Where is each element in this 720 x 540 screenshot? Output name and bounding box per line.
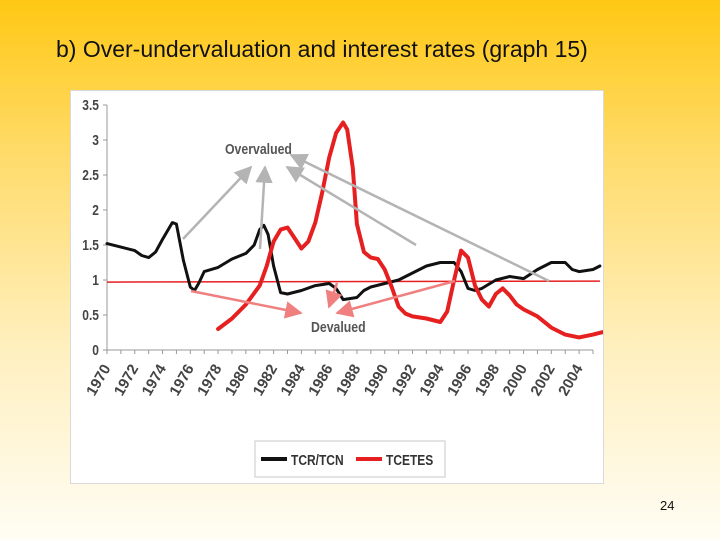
x-tick-label: 1976 xyxy=(166,362,197,399)
x-tick-label: 1974 xyxy=(139,361,171,399)
series-line-tcetes xyxy=(216,120,609,340)
chart-frame: 0 0.5 1 1.5 2 2.5 3 3.5 1970 1972 1974 1976 1978 1980… xyxy=(70,90,609,484)
devalued-arrow xyxy=(335,279,456,318)
y-tick-label: 2 xyxy=(92,202,99,219)
x-tick-label: 2002 xyxy=(527,362,558,399)
devalued-arrow xyxy=(190,289,303,319)
y-tick-label: 1 xyxy=(92,272,99,289)
overvalued-arrow xyxy=(285,165,417,247)
x-tick-label: 1990 xyxy=(361,362,392,399)
x-tick-label: 2000 xyxy=(500,362,531,399)
slide-title: b) Over-undervaluation and interest rate… xyxy=(56,36,588,62)
y-tick-label: 0.5 xyxy=(82,307,99,324)
x-tick-label: 1982 xyxy=(250,362,281,399)
y-tick-label: 3 xyxy=(92,132,99,149)
legend-label-tcetes: TCETES xyxy=(386,452,433,469)
x-tick-label: 1996 xyxy=(444,362,475,399)
page-number: 24 xyxy=(660,498,675,513)
x-tick-label: 1978 xyxy=(194,362,225,399)
y-tick-label: 2.5 xyxy=(82,167,99,184)
y-tick-label: 1.5 xyxy=(82,237,99,254)
y-tick-label: 3.5 xyxy=(82,97,99,114)
x-tick-label: 2004 xyxy=(555,361,587,399)
line-chart: 0 0.5 1 1.5 2 2.5 3 3.5 197019721974197619781980… xyxy=(82,97,609,478)
x-tick-label: 1980 xyxy=(222,362,253,399)
overvalued-arrow xyxy=(182,165,253,240)
legend-label-tcr: TCR/TCN xyxy=(291,452,344,469)
devalued-label: Devalued xyxy=(311,319,366,335)
x-tick-label: 1984 xyxy=(277,361,309,399)
x-tick-label: 1986 xyxy=(305,362,336,399)
overvalued-label: Overvalued xyxy=(225,141,292,157)
x-tick-label: 1988 xyxy=(333,362,364,399)
x-tick-label: 1998 xyxy=(472,362,503,399)
reference-line xyxy=(106,280,600,283)
x-tick-label: 1972 xyxy=(111,362,142,399)
y-tick-label: 0 xyxy=(92,342,99,359)
x-tick-label: 1994 xyxy=(416,361,448,399)
chart-legend: TCR/TCN TCETES xyxy=(254,440,446,478)
x-tick-label: 1992 xyxy=(389,362,420,399)
x-tick-label: 1970 xyxy=(83,362,114,399)
devalued-arrow xyxy=(325,282,343,309)
overvalued-arrow xyxy=(289,153,550,283)
series-line-tcr-tcn xyxy=(105,221,602,302)
overvalued-arrow xyxy=(255,165,273,250)
